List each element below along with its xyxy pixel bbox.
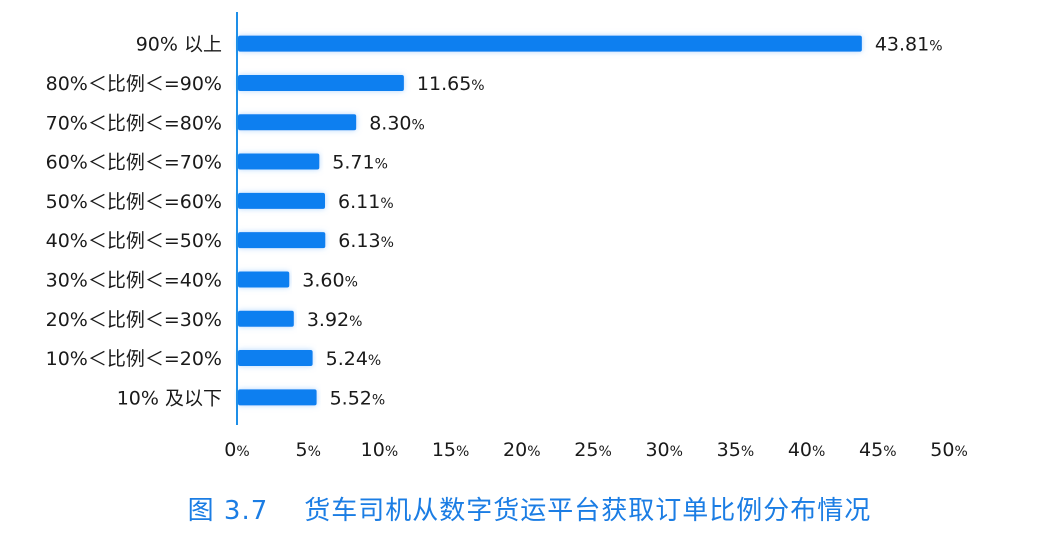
- x-tick-label: 40%: [788, 439, 826, 461]
- category-label: 30%＜比例＜=40%: [46, 269, 222, 291]
- x-tick-label: 10%: [361, 439, 399, 461]
- bar: [238, 271, 290, 288]
- bar: [238, 350, 313, 367]
- value-label: 6.13%: [338, 230, 394, 252]
- category-label: 10%＜比例＜=20%: [46, 348, 222, 370]
- figure-title: 货车司机从数字货运平台获取订单比例分布情况: [304, 496, 872, 526]
- value-label: 3.60%: [302, 269, 358, 291]
- figure-number: 图 3.7: [187, 496, 269, 526]
- x-tick-label: 5%: [295, 439, 320, 461]
- x-tick-label: 20%: [503, 439, 541, 461]
- figure-caption: 图 3.7 货车司机从数字货运平台获取订单比例分布情况: [0, 490, 1059, 527]
- value-label: 3.92%: [307, 309, 363, 331]
- x-tick-label: 30%: [645, 439, 683, 461]
- category-label: 60%＜比例＜=70%: [46, 152, 222, 174]
- bar: [238, 114, 357, 131]
- bar-chart: 90% 以上 43.81% 80%＜比例＜=90% 11.65% 70%＜比例＜=80%…: [46, 12, 968, 461]
- category-label: 70%＜比例＜=80%: [46, 112, 222, 134]
- bar: [238, 389, 317, 406]
- value-label: 5.24%: [326, 348, 382, 370]
- x-tick-label: 25%: [574, 439, 612, 461]
- value-label: 43.81%: [875, 34, 943, 56]
- value-label: 5.71%: [332, 152, 388, 174]
- bar: [238, 35, 862, 52]
- value-label: 5.52%: [330, 387, 386, 409]
- bar: [238, 192, 326, 209]
- x-tick-label: 45%: [859, 439, 897, 461]
- value-label: 8.30%: [369, 112, 425, 134]
- bar: [238, 74, 404, 91]
- category-label: 20%＜比例＜=30%: [46, 309, 222, 331]
- chart-area: 90% 以上 43.81% 80%＜比例＜=90% 11.65% 70%＜比例＜=80%…: [46, 12, 968, 461]
- x-tick-label: 15%: [432, 439, 470, 461]
- category-label: 10% 及以下: [117, 387, 222, 409]
- category-label: 50%＜比例＜=60%: [46, 191, 222, 213]
- value-label: 6.11%: [338, 191, 394, 213]
- x-tick-label: 35%: [717, 439, 755, 461]
- x-tick-label: 50%: [930, 439, 968, 461]
- bar: [238, 232, 326, 249]
- category-label: 90% 以上: [136, 34, 222, 56]
- x-tick-label: 0%: [224, 439, 249, 461]
- bar: [238, 310, 294, 327]
- category-label: 80%＜比例＜=90%: [46, 73, 222, 95]
- value-label: 11.65%: [417, 73, 485, 95]
- bar: [238, 153, 320, 170]
- category-label: 40%＜比例＜=50%: [46, 230, 222, 252]
